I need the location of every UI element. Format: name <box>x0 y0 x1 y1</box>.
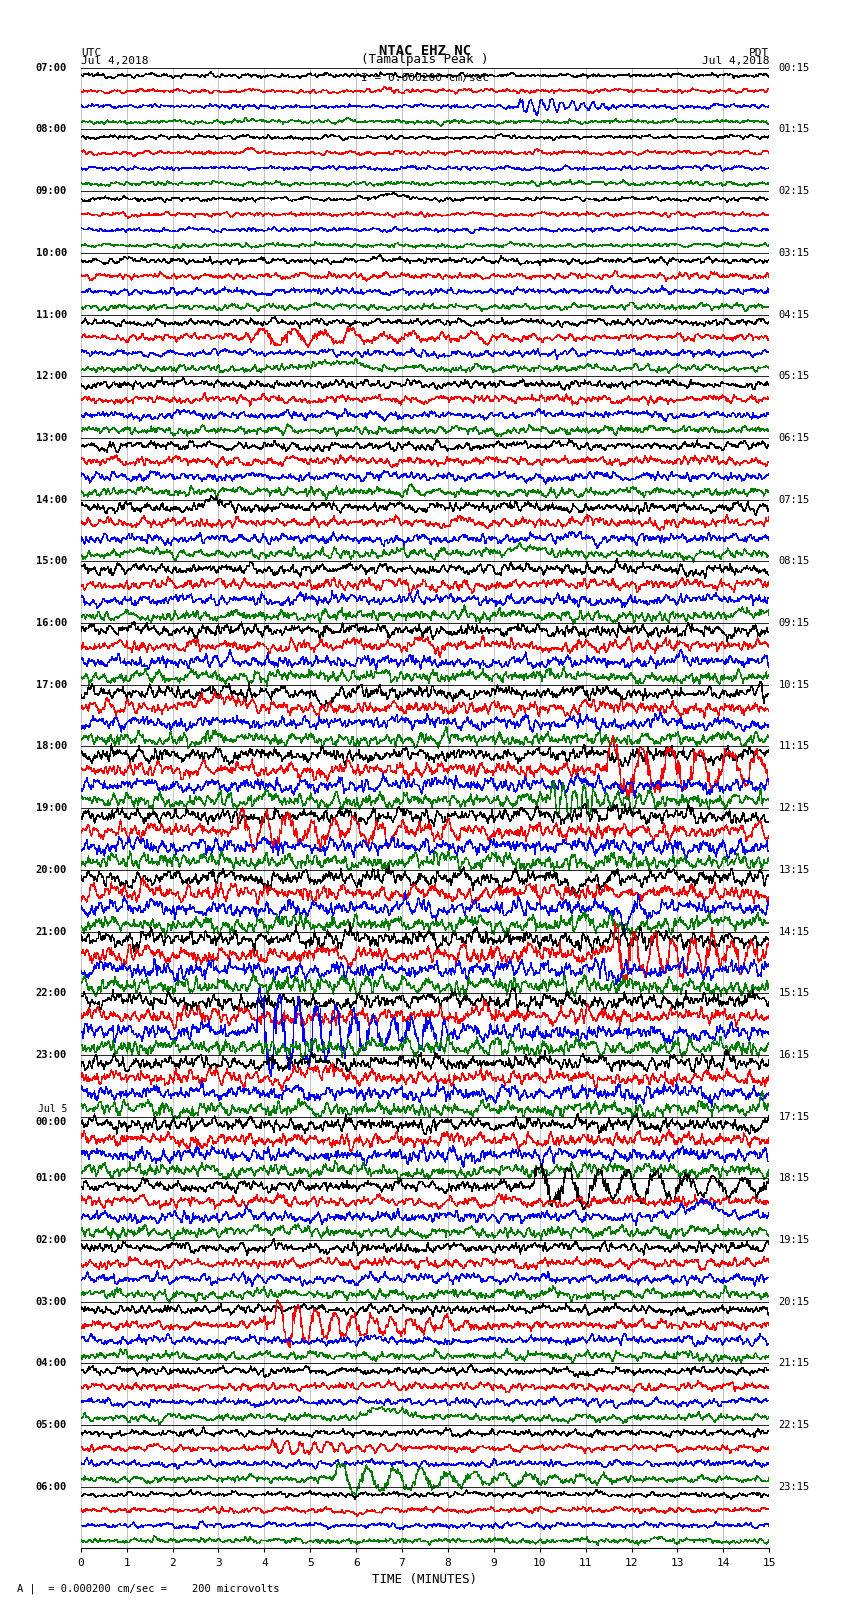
Text: 21:15: 21:15 <box>779 1358 810 1368</box>
Text: 03:15: 03:15 <box>779 248 810 258</box>
Text: 20:15: 20:15 <box>779 1297 810 1307</box>
Text: Jul 4,2018: Jul 4,2018 <box>81 56 148 66</box>
Text: 14:00: 14:00 <box>36 495 67 505</box>
Text: 12:15: 12:15 <box>779 803 810 813</box>
Text: 20:00: 20:00 <box>36 865 67 874</box>
Text: 11:15: 11:15 <box>779 742 810 752</box>
Text: 17:00: 17:00 <box>36 679 67 690</box>
Text: 17:15: 17:15 <box>779 1111 810 1121</box>
Text: 23:15: 23:15 <box>779 1482 810 1492</box>
Text: Jul 5: Jul 5 <box>37 1105 67 1115</box>
Text: NTAC EHZ NC: NTAC EHZ NC <box>379 44 471 58</box>
Text: 04:15: 04:15 <box>779 310 810 319</box>
Text: 01:00: 01:00 <box>36 1173 67 1184</box>
Text: 09:15: 09:15 <box>779 618 810 627</box>
Text: 13:00: 13:00 <box>36 432 67 444</box>
Text: 16:15: 16:15 <box>779 1050 810 1060</box>
Text: 00:00: 00:00 <box>36 1116 67 1126</box>
Text: 02:15: 02:15 <box>779 185 810 197</box>
Text: 14:15: 14:15 <box>779 926 810 937</box>
Text: (Tamalpais Peak ): (Tamalpais Peak ) <box>361 53 489 66</box>
Text: 05:15: 05:15 <box>779 371 810 381</box>
Text: Jul 4,2018: Jul 4,2018 <box>702 56 769 66</box>
Text: 11:00: 11:00 <box>36 310 67 319</box>
Text: UTC: UTC <box>81 48 101 58</box>
Text: 03:00: 03:00 <box>36 1297 67 1307</box>
Text: 06:15: 06:15 <box>779 432 810 444</box>
Text: 05:00: 05:00 <box>36 1419 67 1431</box>
Text: 22:15: 22:15 <box>779 1419 810 1431</box>
Text: 19:00: 19:00 <box>36 803 67 813</box>
Text: 08:15: 08:15 <box>779 556 810 566</box>
Text: 00:15: 00:15 <box>779 63 810 73</box>
Text: 04:00: 04:00 <box>36 1358 67 1368</box>
Text: 13:15: 13:15 <box>779 865 810 874</box>
Text: 07:15: 07:15 <box>779 495 810 505</box>
Text: 10:15: 10:15 <box>779 679 810 690</box>
Text: 18:15: 18:15 <box>779 1173 810 1184</box>
Text: 09:00: 09:00 <box>36 185 67 197</box>
X-axis label: TIME (MINUTES): TIME (MINUTES) <box>372 1573 478 1586</box>
Text: 12:00: 12:00 <box>36 371 67 381</box>
Text: 19:15: 19:15 <box>779 1236 810 1245</box>
Text: PDT: PDT <box>749 48 769 58</box>
Text: 02:00: 02:00 <box>36 1236 67 1245</box>
Text: 23:00: 23:00 <box>36 1050 67 1060</box>
Text: 21:00: 21:00 <box>36 926 67 937</box>
Text: 01:15: 01:15 <box>779 124 810 134</box>
Text: 06:00: 06:00 <box>36 1482 67 1492</box>
Text: 15:15: 15:15 <box>779 989 810 998</box>
Text: 15:00: 15:00 <box>36 556 67 566</box>
Text: 16:00: 16:00 <box>36 618 67 627</box>
Text: 22:00: 22:00 <box>36 989 67 998</box>
Text: 07:00: 07:00 <box>36 63 67 73</box>
Text: 08:00: 08:00 <box>36 124 67 134</box>
Text: I = 0.000200 cm/sec: I = 0.000200 cm/sec <box>361 73 489 82</box>
Text: A |  = 0.000200 cm/sec =    200 microvolts: A | = 0.000200 cm/sec = 200 microvolts <box>17 1582 280 1594</box>
Text: 18:00: 18:00 <box>36 742 67 752</box>
Text: 10:00: 10:00 <box>36 248 67 258</box>
